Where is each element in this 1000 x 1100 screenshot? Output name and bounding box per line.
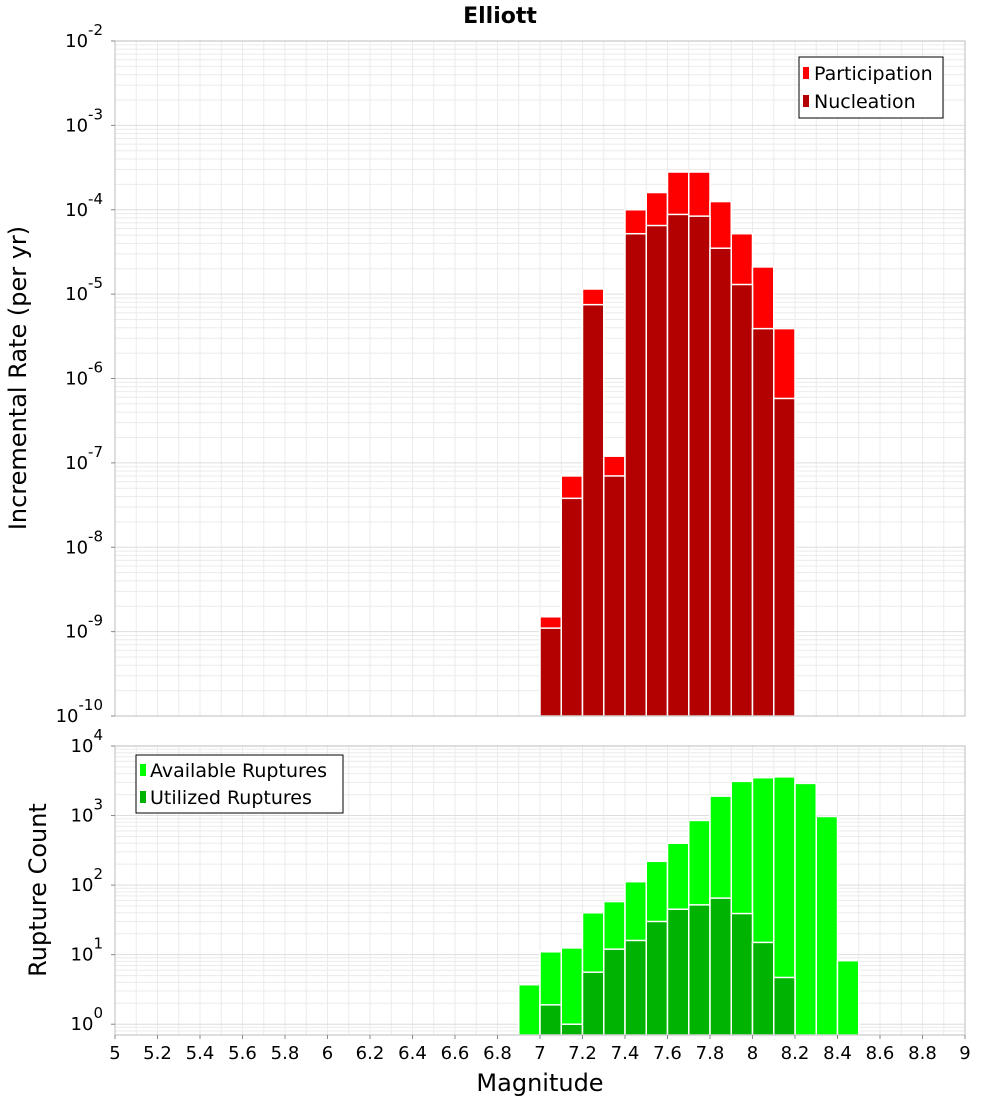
x-tick-labels: 5 5.2 5.4 5.6 5.8 6 6.2 6.4 6.6 6.8 7 7.2 7.4 7.6 7.8 8… [109,1035,971,1064]
x-tick-label: 5.2 [143,1043,172,1064]
top-bar-nucleation [751,327,775,717]
x-tick-label: 6.8 [483,1043,512,1064]
top-bar-nucleation [773,397,796,717]
top-bar-nucleation [666,213,690,717]
bottom-bar-utilized-ruptures [603,948,626,1036]
bottom-bar-utilized-ruptures [730,912,754,1036]
x-tick-label: 8.2 [781,1043,810,1064]
top-bar-nucleation [560,497,584,717]
bottom-y-axis-label: Rupture Count [24,803,52,977]
participation-swatch [803,67,809,79]
bottom-y-tick-label: 100 [71,1004,103,1035]
x-tick-label: 8 [747,1043,758,1064]
bottom-plot-bars [518,776,860,1036]
bottom-bar-utilized-ruptures [751,941,775,1036]
bottom-bar-available-ruptures [560,947,584,1036]
bottom-bar-utilized-ruptures [645,920,669,1036]
x-tick-label: 9 [959,1043,970,1064]
chart-title: Elliott [463,4,537,29]
bottom-legend-box [135,754,344,814]
top-bar-nucleation [645,224,669,717]
top-bar-nucleation [688,215,711,717]
available-ruptures-legend-label: Available Ruptures [150,760,327,782]
bottom-bar-utilized-ruptures [539,1004,562,1036]
x-tick-label: 5.4 [186,1043,215,1064]
top-plot-grid [114,40,966,717]
bottom-bar-available-ruptures [518,983,541,1036]
x-tick-label: 8.6 [866,1043,895,1064]
utilized-ruptures-swatch [140,791,146,803]
top-y-tick-label: 10-4 [65,190,103,221]
bottom-y-tick-label: 104 [71,726,103,757]
x-tick-label: 6.2 [356,1043,385,1064]
x-axis-label: Magnitude [476,1069,603,1097]
top-bar-nucleation [539,627,562,717]
x-tick-label: 7 [534,1043,545,1064]
x-tick-label: 6.4 [398,1043,427,1064]
top-bar-nucleation [709,247,732,717]
bottom-bar-available-ruptures [836,959,860,1036]
x-tick-label: 5.8 [271,1043,300,1064]
bottom-bar-utilized-ruptures [688,904,711,1036]
top-bar-nucleation [624,232,647,717]
x-tick-label: 7.6 [653,1043,682,1064]
top-y-tick-label: 10-9 [65,612,103,643]
top-legend: Participation Nucleation [798,56,944,119]
bottom-y-tick-label: 103 [71,796,103,827]
top-y-tick-label: 10-7 [65,443,103,474]
x-tick-label: 7.4 [611,1043,640,1064]
bottom-y-tick-labels: 100 101 102 103 104 [71,726,115,1035]
utilized-ruptures-legend-label: Utilized Ruptures [150,787,312,809]
bottom-bar-utilized-ruptures [773,976,796,1036]
bottom-bar-available-ruptures [794,782,817,1036]
top-y-tick-label: 10-10 [56,696,103,727]
bottom-bar-utilized-ruptures [560,1023,584,1036]
top-bar-nucleation [603,475,626,717]
x-tick-label: 7.2 [568,1043,597,1064]
bottom-y-tick-label: 101 [71,935,103,966]
top-y-tick-labels: 10-10 10-9 10-8 10-7 10-6 10-5 10-4 10-3 10-2 [56,21,115,727]
bottom-bar-utilized-ruptures [666,908,690,1036]
x-tick-label: 6.6 [441,1043,470,1064]
bottom-bar-utilized-ruptures [709,897,732,1036]
top-legend-box [798,56,944,119]
bottom-legend: Available Ruptures Utilized Ruptures [135,754,344,814]
nucleation-legend-label: Nucleation [814,91,916,113]
x-tick-label: 8.4 [823,1043,852,1064]
participation-legend-label: Participation [814,63,933,85]
bottom-bar-utilized-ruptures [581,971,605,1036]
x-tick-label: 5.6 [228,1043,257,1064]
top-y-tick-label: 10-6 [65,359,103,390]
x-tick-label: 8.8 [908,1043,937,1064]
x-tick-label: 7.8 [696,1043,725,1064]
x-tick-label: 5 [109,1043,120,1064]
nucleation-swatch [803,95,809,107]
available-ruptures-swatch [140,764,146,776]
bottom-bar-available-ruptures [815,815,839,1036]
top-y-tick-label: 10-8 [65,527,103,558]
x-tick-label: 6 [322,1043,333,1064]
bottom-y-tick-label: 102 [71,865,103,896]
top-y-tick-label: 10-5 [65,274,103,305]
top-bar-nucleation [730,283,754,717]
bottom-bar-utilized-ruptures [624,939,647,1036]
top-y-tick-label: 10-3 [65,105,103,136]
top-bar-nucleation [581,303,605,717]
top-y-axis-label: Incremental Rate (per yr) [4,226,32,530]
top-y-tick-label: 10-2 [65,21,103,52]
